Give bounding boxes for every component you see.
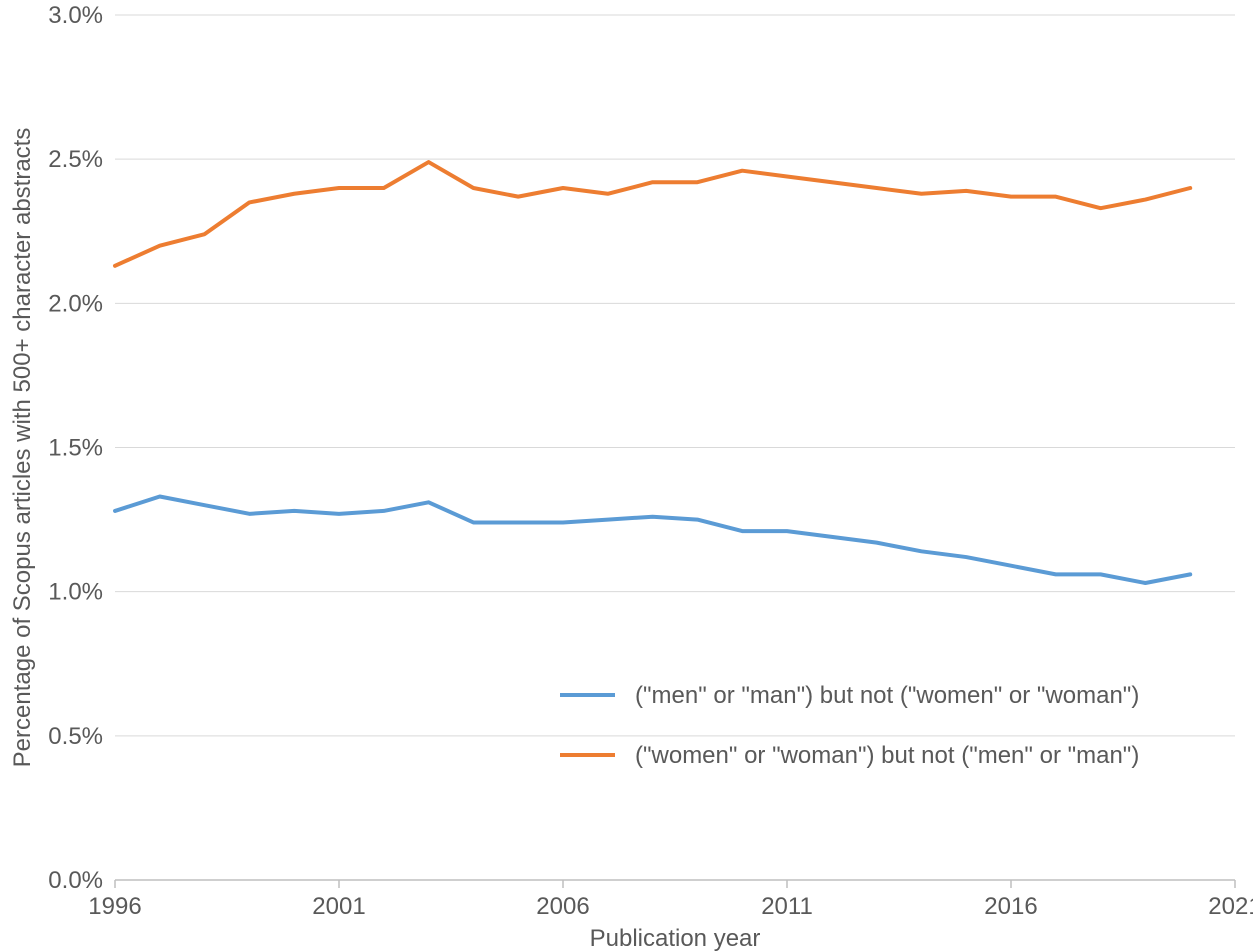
legend-label: ("women" or "woman") but not ("men" or "… xyxy=(635,742,1139,769)
series-line xyxy=(115,497,1190,584)
y-tick-label: 1.0% xyxy=(48,579,103,606)
x-tick-label: 2001 xyxy=(312,893,365,920)
y-axis-label: Percentage of Scopus articles with 500+ … xyxy=(9,128,36,768)
y-tick-label: 3.0% xyxy=(48,2,103,29)
x-tick-label: 2021 xyxy=(1208,893,1253,920)
x-tick-label: 2016 xyxy=(984,893,1037,920)
chart-container: 0.0% 0.5% 1.0% 1.5% 2.0% 2.5% 3.0% 1996 2001 2006… xyxy=(0,0,1253,951)
y-tick-label: 1.5% xyxy=(48,435,103,462)
y-tick-label: 0.0% xyxy=(48,867,103,894)
line-chart: 0.0% 0.5% 1.0% 1.5% 2.0% 2.5% 3.0% 1996 2001 2006… xyxy=(0,0,1253,951)
y-tick-label: 2.0% xyxy=(48,290,103,317)
x-axis-label: Publication year xyxy=(590,925,761,951)
x-tick-label: 1996 xyxy=(88,893,141,920)
y-tick-label: 0.5% xyxy=(48,723,103,750)
y-tick-label: 2.5% xyxy=(48,146,103,173)
legend-label: ("men" or "man") but not ("women" or "wo… xyxy=(635,682,1139,709)
x-tick-label: 2006 xyxy=(536,893,589,920)
series-line xyxy=(115,162,1190,266)
x-tick-label: 2011 xyxy=(761,893,813,920)
